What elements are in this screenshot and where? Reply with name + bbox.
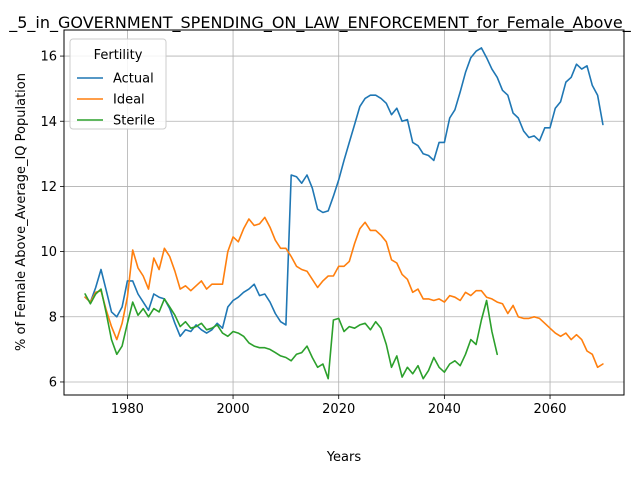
y-axis-label: % of Female Above_Average_IQ Population [14, 73, 29, 351]
legend-title: Fertility [94, 48, 143, 63]
y-tick-label: 10 [40, 245, 57, 260]
x-tick-label: 2020 [322, 402, 355, 417]
y-tick-label: 14 [40, 115, 57, 130]
legend-box [69, 38, 167, 130]
y-tick-label: 8 [49, 310, 57, 325]
x-tick-label: 2040 [428, 402, 461, 417]
grid [64, 30, 624, 395]
series-lines [84, 47, 604, 380]
legend-label-ideal: Ideal [113, 93, 145, 108]
legend-entries: Actual Ideal Sterile [77, 72, 155, 129]
series-line-sterile [84, 288, 499, 380]
y-tick-label: 6 [49, 375, 57, 390]
legend-label-actual: Actual [113, 72, 154, 87]
legend-label-sterile: Sterile [113, 114, 155, 129]
x-tick-label: 2000 [217, 402, 250, 417]
y-axis-ticks: 6 8 10 12 14 16 [40, 50, 64, 390]
x-axis-ticks: 1980 2000 2020 2040 2060 [111, 395, 567, 417]
legend: Fertility Actual Ideal Sterile [69, 38, 167, 130]
series-line-ideal [84, 216, 604, 369]
y-tick-label: 12 [40, 180, 57, 195]
x-tick-label: 2060 [533, 402, 566, 417]
x-tick-label: 1980 [111, 402, 144, 417]
series-line-actual [84, 47, 604, 338]
chart-title: _5_in_GOVERNMENT_SPENDING_ON_LAW_ENFORCE… [8, 13, 631, 33]
x-axis-label: Years [326, 450, 362, 465]
plot-frame [63, 29, 625, 396]
y-tick-label: 16 [40, 50, 57, 65]
